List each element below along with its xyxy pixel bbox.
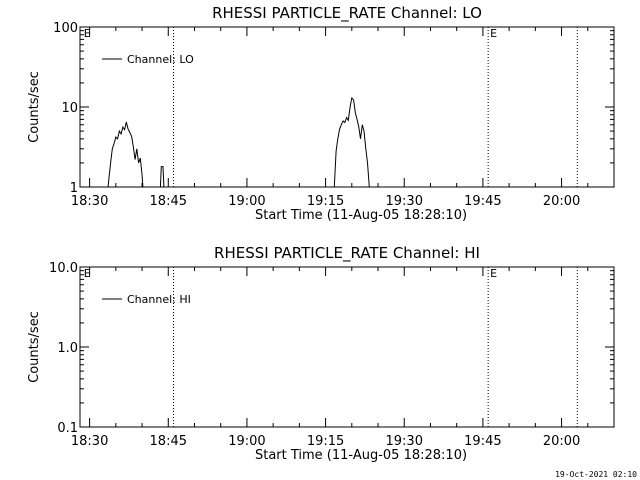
- chart0-x-tick-label: 20:00: [543, 194, 580, 209]
- chart0-title: RHESSI PARTICLE_RATE Channel: LO: [212, 4, 482, 23]
- chart0-x-axis-label: Start Time (11-Aug-05 18:28:10): [255, 208, 467, 223]
- chart1-x-tick-label: 19:15: [307, 434, 344, 449]
- footer-timestamp: 19-Oct-2021 02:10: [555, 470, 637, 479]
- chart0-y-tick-label: 10: [61, 101, 78, 116]
- chart1-title: RHESSI PARTICLE_RATE Channel: HI: [214, 244, 480, 263]
- chart1-axes-frame: [79, 266, 615, 428]
- chart0-series-line-segment: [333, 96, 370, 187]
- chart0-axes-frame: [79, 26, 615, 188]
- chart1-x-tick-label: 19:00: [228, 434, 265, 449]
- chart1-legend-entry: Channel: HI: [127, 293, 191, 306]
- chart1-y-tick-label: 10.0: [49, 261, 78, 276]
- chart1-x-tick-label: 20:00: [543, 434, 580, 449]
- chart1-y-tick-label: 0.1: [57, 421, 78, 436]
- chart0-x-tick-label: 19:15: [307, 194, 344, 209]
- chart0-legend-entry: Channel: LO: [127, 53, 194, 66]
- chart1-event-marker-label: E: [84, 267, 91, 280]
- chart0-y-tick-label: 100: [53, 21, 78, 36]
- chart1-x-axis-label: Start Time (11-Aug-05 18:28:10): [255, 448, 467, 463]
- chart1-x-tick-label: 18:30: [71, 434, 108, 449]
- chart0-event-marker-label: E: [490, 27, 497, 40]
- chart1-event-marker-label: E: [490, 267, 497, 280]
- chart0-event-marker-label: E: [84, 27, 91, 40]
- chart0-y-tick-label: 1: [70, 181, 78, 196]
- chart0-x-tick-label: 18:45: [150, 194, 187, 209]
- chart0-x-tick-label: 18:30: [71, 194, 108, 209]
- chart1-x-tick-label: 19:30: [386, 434, 423, 449]
- hi-channel-panel: RHESSI PARTICLE_RATE Channel: HI 0.1 1.0 10…: [27, 244, 615, 463]
- chart1-y-tick-label: 1.0: [57, 341, 78, 356]
- chart1-x-tick-label: 19:45: [464, 434, 501, 449]
- chart0-series-line-segment: [107, 121, 144, 187]
- chart1-x-tick-label: 18:45: [150, 434, 187, 449]
- chart0-y-axis-label: Counts/sec: [27, 71, 42, 143]
- chart0-x-tick-label: 19:00: [228, 194, 265, 209]
- chart0-x-tick-label: 19:30: [386, 194, 423, 209]
- chart1-y-axis-label: Counts/sec: [27, 311, 42, 383]
- chart0-series-line-segment: [159, 166, 165, 187]
- chart0-x-tick-label: 19:45: [464, 194, 501, 209]
- lo-channel-panel: RHESSI PARTICLE_RATE Channel: LO 1 10 100 18…: [27, 4, 615, 223]
